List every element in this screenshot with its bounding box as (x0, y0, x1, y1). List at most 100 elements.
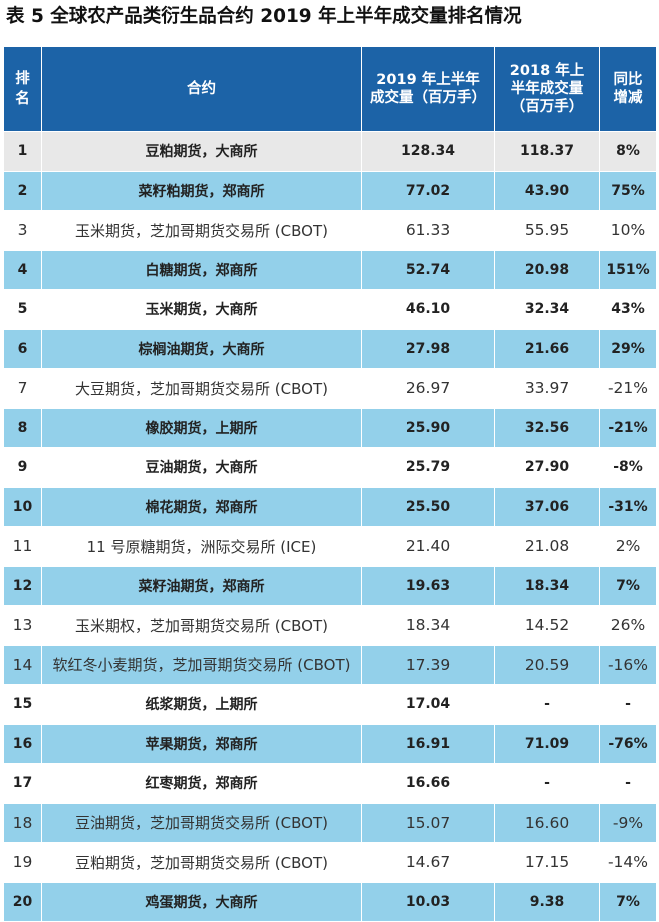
volume-2019-cell: 17.39 (361, 644, 495, 685)
volume-2018-cell: 118.37 (494, 131, 600, 172)
table-row: 2 菜籽粕期货，郑商所 77.02 43.90 75% (3, 170, 657, 211)
table-row: 16 苹果期货，郑商所 16.91 71.09 -76% (3, 723, 657, 764)
contract-cell: 菜籽粕期货，郑商所 (41, 170, 362, 211)
change-cell: 151% (599, 249, 657, 290)
change-cell: 8% (599, 131, 657, 172)
contract-cell: 鸡蛋期货，大商所 (41, 881, 362, 922)
volume-2019-cell: 21.40 (361, 526, 495, 567)
contract-cell: 红枣期货，郑商所 (41, 763, 362, 804)
contract-cell: 豆油期货，大商所 (41, 447, 362, 488)
contract-cell: 棉花期货，郑商所 (41, 486, 362, 527)
volume-2019-cell: 25.50 (361, 486, 495, 527)
rank-cell: 3 (3, 210, 42, 251)
change-cell: -8% (599, 447, 657, 488)
change-cell: - (599, 684, 657, 725)
rank-cell: 9 (3, 447, 42, 488)
table-title: 表 5 全球农产品类衍生品合约 2019 年上半年成交量排名情况 (6, 6, 522, 27)
contract-cell: 豆粕期货，大商所 (41, 131, 362, 172)
volume-2018-cell: 20.98 (494, 249, 600, 290)
change-cell: 26% (599, 605, 657, 646)
volume-2018-cell: 43.90 (494, 170, 600, 211)
contract-cell: 纸浆期货，上期所 (41, 684, 362, 725)
contract-cell: 玉米期权，芝加哥期货交易所 (CBOT) (41, 605, 362, 646)
change-cell: -76% (599, 723, 657, 764)
contract-cell: 豆粕期货，芝加哥期货交易所 (CBOT) (41, 842, 362, 883)
rank-cell: 19 (3, 842, 42, 883)
change-cell: -14% (599, 842, 657, 883)
contract-cell: 11 号原糖期货，洲际交易所 (ICE) (41, 526, 362, 567)
volume-2018-cell: - (494, 684, 600, 725)
volume-2018-cell: 71.09 (494, 723, 600, 764)
change-cell: 29% (599, 328, 657, 369)
volume-2019-cell: 17.04 (361, 684, 495, 725)
rank-cell: 6 (3, 328, 42, 369)
change-cell: 75% (599, 170, 657, 211)
table-row: 9 豆油期货，大商所 25.79 27.90 -8% (3, 447, 657, 488)
ranking-table: 排 名 合约 2019 年上半年 成交量（百万手） 2018 年上 半年成交量 … (3, 46, 657, 922)
rank-cell: 14 (3, 644, 42, 685)
volume-2018-cell: 27.90 (494, 447, 600, 488)
volume-2019-cell: 128.34 (361, 131, 495, 172)
rank-header: 排 名 (3, 46, 42, 132)
change-cell: 7% (599, 881, 657, 922)
contract-cell: 玉米期货，大商所 (41, 289, 362, 330)
contract-cell: 玉米期货，芝加哥期货交易所 (CBOT) (41, 210, 362, 251)
rank-cell: 4 (3, 249, 42, 290)
table-row: 3 玉米期货，芝加哥期货交易所 (CBOT) 61.33 55.95 10% (3, 210, 657, 251)
table-row: 12 菜籽油期货，郑商所 19.63 18.34 7% (3, 565, 657, 606)
volume-2018-cell: 9.38 (494, 881, 600, 922)
rank-cell: 20 (3, 881, 42, 922)
volume-2018-cell: 17.15 (494, 842, 600, 883)
rank-cell: 11 (3, 526, 42, 567)
volume-2018-cell: 32.34 (494, 289, 600, 330)
volume-2018-cell: 37.06 (494, 486, 600, 527)
volume-2019-cell: 19.63 (361, 565, 495, 606)
volume-2018-header: 2018 年上 半年成交量 （百万手） (494, 46, 600, 132)
table-row: 8 橡胶期货，上期所 25.90 32.56 -21% (3, 407, 657, 448)
table-row: 4 白糖期货，郑商所 52.74 20.98 151% (3, 249, 657, 290)
volume-2019-cell: 46.10 (361, 289, 495, 330)
rank-cell: 15 (3, 684, 42, 725)
volume-2018-cell: 21.08 (494, 526, 600, 567)
rank-cell: 12 (3, 565, 42, 606)
rank-cell: 5 (3, 289, 42, 330)
rank-cell: 1 (3, 131, 42, 172)
volume-2019-cell: 16.66 (361, 763, 495, 804)
change-cell: -9% (599, 802, 657, 843)
header-row: 排 名 合约 2019 年上半年 成交量（百万手） 2018 年上 半年成交量 … (3, 46, 657, 132)
contract-cell: 白糖期货，郑商所 (41, 249, 362, 290)
volume-2019-header: 2019 年上半年 成交量（百万手） (361, 46, 495, 132)
table-row: 18 豆油期货，芝加哥期货交易所 (CBOT) 15.07 16.60 -9% (3, 802, 657, 843)
volume-2018-cell: 14.52 (494, 605, 600, 646)
change-header: 同比 增减 (599, 46, 657, 132)
volume-2018-cell: 33.97 (494, 368, 600, 409)
table-row: 13 玉米期权，芝加哥期货交易所 (CBOT) 18.34 14.52 26% (3, 605, 657, 646)
table-row: 17 红枣期货，郑商所 16.66- - (3, 763, 657, 804)
contract-cell: 大豆期货，芝加哥期货交易所 (CBOT) (41, 368, 362, 409)
rank-cell: 2 (3, 170, 42, 211)
rank-cell: 16 (3, 723, 42, 764)
volume-2019-cell: 52.74 (361, 249, 495, 290)
rank-cell: 18 (3, 802, 42, 843)
change-cell: -31% (599, 486, 657, 527)
table-row: 19 豆粕期货，芝加哥期货交易所 (CBOT) 14.67 17.15 -14% (3, 842, 657, 883)
change-cell: -21% (599, 368, 657, 409)
table-row: 5 玉米期货，大商所 46.10 32.34 43% (3, 289, 657, 330)
volume-2018-cell: 55.95 (494, 210, 600, 251)
table-row: 15 纸浆期货，上期所 17.04- - (3, 684, 657, 725)
volume-2019-cell: 27.98 (361, 328, 495, 369)
table-row: 20 鸡蛋期货，大商所 10.03 9.38 7% (3, 881, 657, 922)
table-row: 6 棕榈油期货，大商所 27.98 21.66 29% (3, 328, 657, 369)
volume-2019-cell: 61.33 (361, 210, 495, 251)
contract-cell: 橡胶期货，上期所 (41, 407, 362, 448)
volume-2018-cell: - (494, 763, 600, 804)
contract-header: 合约 (41, 46, 362, 132)
contract-cell: 软红冬小麦期货，芝加哥期货交易所 (CBOT) (41, 644, 362, 685)
volume-2019-cell: 77.02 (361, 170, 495, 211)
rank-cell: 10 (3, 486, 42, 527)
volume-2018-cell: 32.56 (494, 407, 600, 448)
rank-cell: 17 (3, 763, 42, 804)
contract-cell: 苹果期货，郑商所 (41, 723, 362, 764)
change-cell: -21% (599, 407, 657, 448)
table-row: 14 软红冬小麦期货，芝加哥期货交易所 (CBOT) 17.39 20.59 -16% (3, 644, 657, 685)
